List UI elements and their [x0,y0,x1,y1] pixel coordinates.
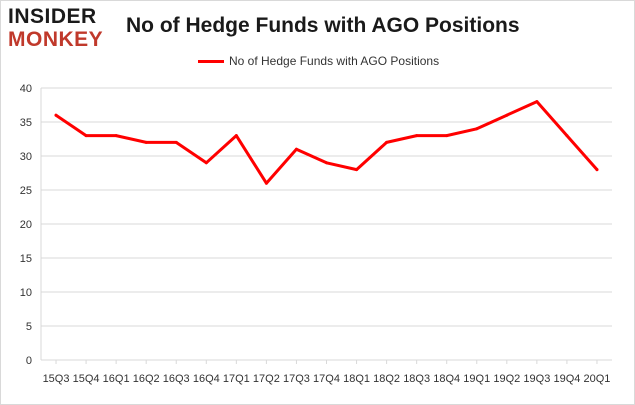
data-point [84,134,88,138]
x-tick-label: 17Q4 [313,373,340,385]
data-point [174,140,178,144]
grid-layer [41,87,612,361]
data-point [565,134,569,138]
data-point [54,113,58,117]
y-tick-label: 20 [20,219,32,231]
insider-monkey-logo: INSIDER MONKEY [8,6,118,50]
data-point [415,134,419,138]
x-tick-label: 17Q1 [223,373,250,385]
x-tick-label: 16Q2 [133,373,160,385]
x-tick-label: 18Q2 [373,373,400,385]
chart-legend: No of Hedge Funds with AGO Positions [198,54,439,68]
x-tick-label: 19Q4 [553,373,580,385]
data-point [325,161,328,165]
x-tick-label: 18Q3 [403,373,430,385]
x-tick-label: 19Q3 [523,373,550,385]
data-point [355,168,359,172]
x-tick-label: 18Q1 [343,373,370,385]
series-line [54,100,599,185]
y-tick-label: 10 [20,287,32,299]
x-tick-label: 17Q3 [283,373,310,385]
x-tick-label: 19Q2 [493,373,520,385]
data-point [144,140,148,144]
y-tick-label: 15 [20,253,32,265]
data-point [445,134,449,138]
x-tick-label: 16Q4 [193,373,220,385]
logo-line-2: MONKEY [8,28,104,51]
data-point [294,147,298,151]
y-tick-label: 5 [26,321,32,333]
y-tick-label: 40 [20,83,32,95]
logo-line-1: INSIDER [8,5,97,28]
y-tick-label: 30 [20,151,32,163]
x-tick-label: 20Q1 [584,373,611,385]
series-layer [54,100,599,185]
data-point [264,181,268,185]
data-point [234,134,238,138]
data-point [505,113,509,117]
x-tick-label: 15Q3 [43,373,70,385]
y-tick-label: 0 [26,355,32,367]
y-tick-label: 25 [20,185,32,197]
x-tick-label: 18Q4 [433,373,460,385]
data-point [114,134,118,138]
x-tick-label: 16Q1 [103,373,130,385]
data-point [204,161,208,165]
x-tick-label: 17Q2 [253,373,280,385]
axis-layer: 0 5 10 15 20 25 30 35 40 15Q3 15Q4 16Q1 16Q2 16Q3 16Q4… [20,83,612,385]
data-point [385,140,389,144]
x-tick-label: 15Q4 [73,373,100,385]
x-tick-label: 19Q1 [463,373,490,385]
x-tick-label: 16Q3 [163,373,190,385]
data-point [475,127,479,131]
data-point [535,100,539,104]
y-tick-label: 35 [20,117,32,129]
data-point [595,168,599,172]
legend-label: No of Hedge Funds with AGO Positions [229,54,440,68]
chart-title: No of Hedge Funds with AGO Positions [126,14,520,37]
legend-swatch [198,59,224,63]
